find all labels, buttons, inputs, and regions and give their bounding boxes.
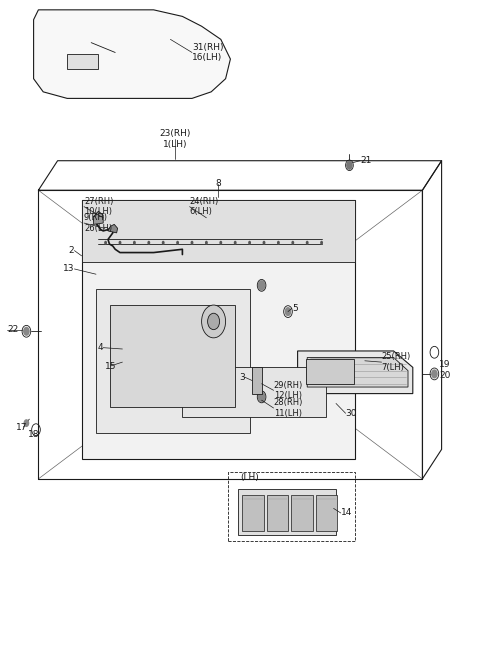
Bar: [228, 472, 355, 541]
Circle shape: [219, 241, 222, 245]
Text: 4: 4: [97, 343, 103, 352]
Text: 18: 18: [28, 430, 39, 439]
Circle shape: [24, 419, 29, 427]
Circle shape: [133, 241, 136, 245]
Circle shape: [205, 241, 208, 245]
Bar: [291, 495, 313, 531]
Text: 27(RH)
10(LH): 27(RH) 10(LH): [84, 197, 113, 216]
Text: (LH): (LH): [240, 473, 259, 482]
Circle shape: [162, 241, 165, 245]
Text: 9(RH)
26(LH): 9(RH) 26(LH): [84, 213, 112, 233]
Circle shape: [119, 241, 121, 245]
Circle shape: [306, 241, 309, 245]
Text: 3: 3: [239, 373, 245, 382]
Text: 21: 21: [360, 156, 372, 165]
Circle shape: [430, 346, 439, 358]
Polygon shape: [34, 10, 230, 98]
Circle shape: [122, 346, 127, 352]
Polygon shape: [96, 289, 250, 433]
Circle shape: [346, 161, 353, 170]
Text: 24(RH)
6(LH): 24(RH) 6(LH): [190, 197, 219, 216]
Text: 31(RH)
16(LH): 31(RH) 16(LH): [192, 43, 224, 62]
Bar: [316, 495, 337, 531]
Polygon shape: [94, 211, 103, 224]
Polygon shape: [82, 200, 355, 459]
Text: 20: 20: [439, 371, 451, 380]
Text: 15: 15: [105, 361, 116, 371]
Text: 8: 8: [216, 179, 221, 188]
Circle shape: [147, 241, 150, 245]
Bar: [306, 359, 354, 384]
Circle shape: [258, 392, 265, 402]
Text: 19: 19: [439, 359, 451, 369]
Text: 30: 30: [346, 409, 357, 418]
Circle shape: [207, 314, 220, 329]
Circle shape: [234, 241, 237, 245]
Text: 22: 22: [7, 325, 18, 335]
Circle shape: [118, 358, 127, 370]
Circle shape: [277, 241, 280, 245]
Circle shape: [176, 241, 179, 245]
Text: 29(RH)
12(LH): 29(RH) 12(LH): [274, 380, 303, 400]
Circle shape: [248, 241, 251, 245]
Circle shape: [431, 369, 438, 379]
Text: 23(RH)
1(LH): 23(RH) 1(LH): [159, 129, 191, 149]
Text: 17: 17: [16, 423, 27, 432]
Circle shape: [291, 241, 294, 245]
Polygon shape: [108, 224, 118, 233]
Circle shape: [285, 307, 291, 316]
Bar: [242, 495, 264, 531]
Polygon shape: [110, 305, 235, 407]
Polygon shape: [238, 489, 336, 535]
Polygon shape: [82, 200, 355, 262]
Circle shape: [191, 241, 193, 245]
Text: 28(RH)
11(LH): 28(RH) 11(LH): [274, 398, 303, 418]
Text: 5: 5: [292, 304, 298, 313]
Circle shape: [120, 361, 124, 367]
Circle shape: [23, 327, 30, 336]
Circle shape: [258, 280, 265, 291]
Polygon shape: [298, 351, 413, 394]
Polygon shape: [182, 367, 326, 417]
Bar: [67, 54, 98, 69]
Polygon shape: [252, 367, 262, 394]
Circle shape: [263, 241, 265, 245]
Text: 14: 14: [341, 508, 352, 518]
Circle shape: [202, 305, 226, 338]
Polygon shape: [307, 358, 408, 387]
Bar: [267, 495, 288, 531]
Text: 13: 13: [63, 264, 74, 274]
Circle shape: [320, 241, 323, 245]
Text: 25(RH)
7(LH): 25(RH) 7(LH): [382, 352, 411, 372]
Text: 2: 2: [69, 246, 74, 255]
Circle shape: [104, 241, 107, 245]
